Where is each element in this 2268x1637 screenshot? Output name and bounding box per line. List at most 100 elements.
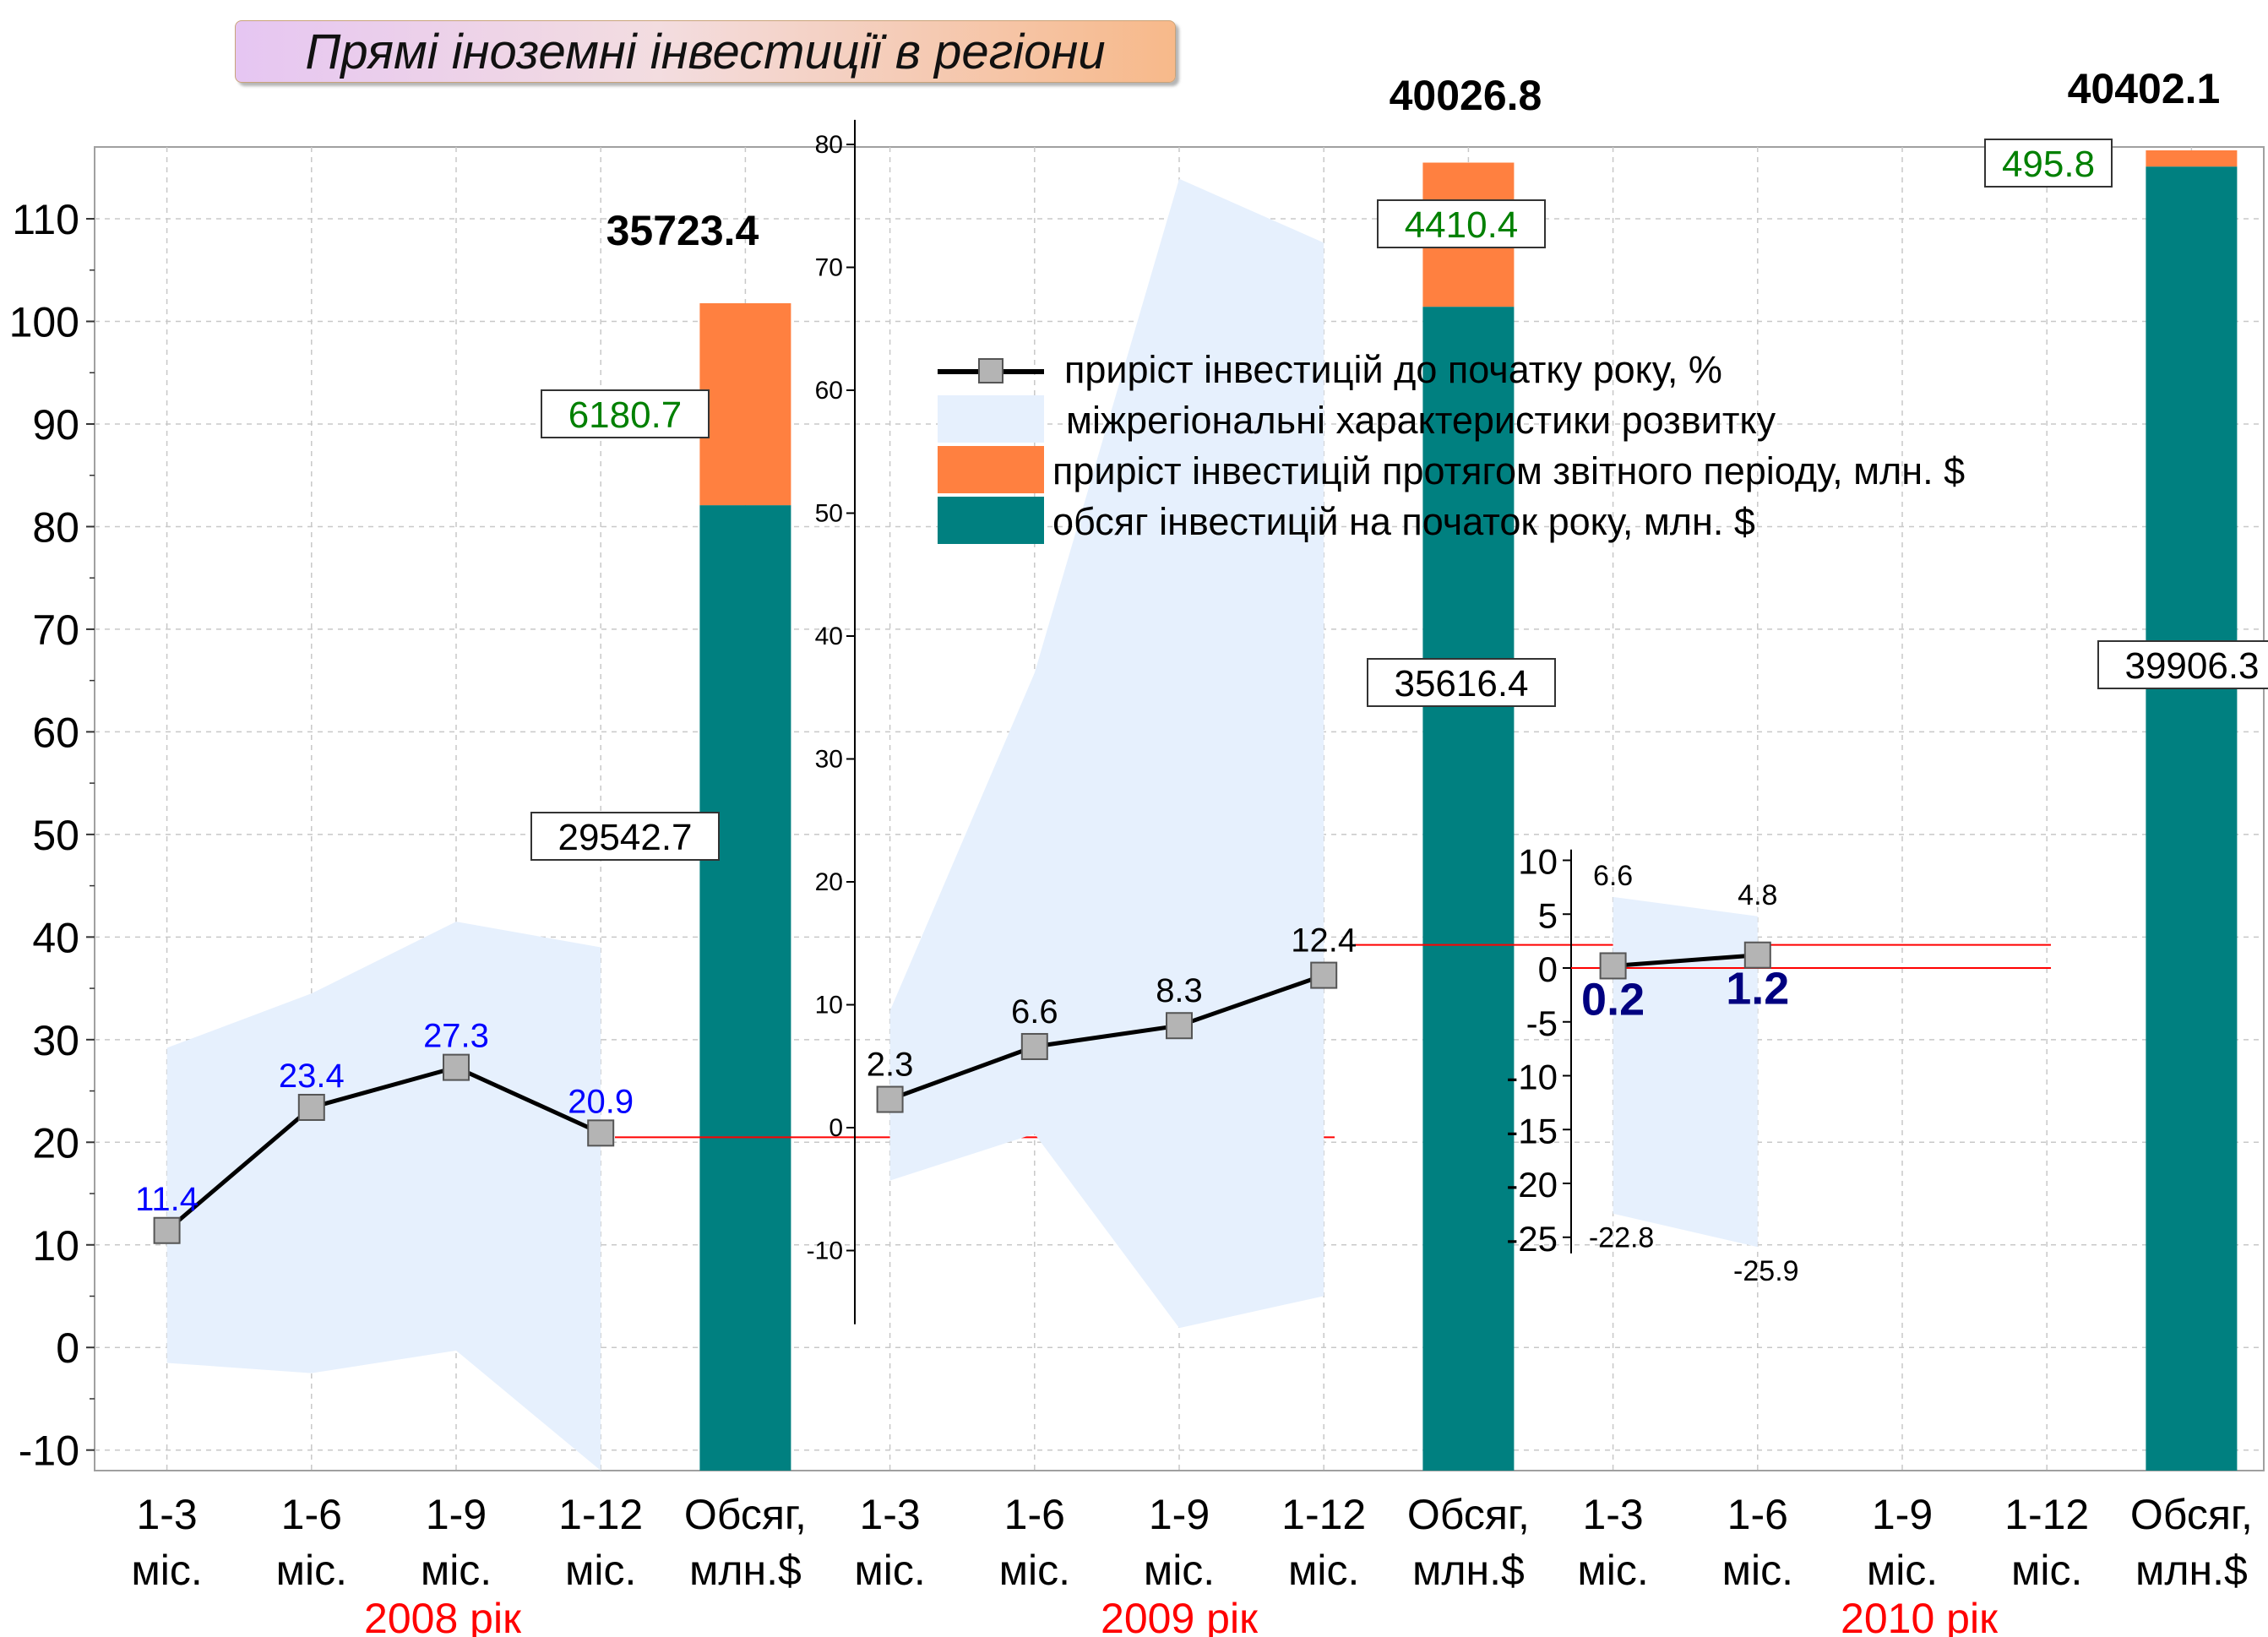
x-axis-category-label: 1-9 міс. [421,1491,492,1594]
bar-base-label-box [1367,658,1556,707]
x-axis-category-label-line: міс. [1144,1547,1215,1594]
x-axis-category-label-line: 1-6 [1727,1491,1788,1538]
x-axis-category-label-line: 1-9 [1872,1491,1933,1538]
bar-total-label: 40402.1 [2068,65,2221,112]
x-axis-category-label-line: міс. [1577,1547,1648,1594]
x-axis-category-label: 1-9 міс. [1867,1491,1938,1594]
inner-axis-tick-label-2009: 50 [815,500,843,528]
data-point-label: 6.6 [1011,993,1058,1031]
x-axis-category-label-line: 1-3 [136,1491,197,1538]
band-lower-label: -22.8 [1589,1222,1655,1254]
bar-increment-label: 6180.7 [568,394,683,436]
x-axis-category-label-line: 1-12 [2004,1491,2089,1538]
data-point-marker [443,1053,470,1081]
bar-increment-segment [2146,150,2238,167]
legend-line-label: приріст інвестицій до початку року, % [1064,348,1722,391]
data-point-label: 1.2 [1726,964,1789,1014]
growth-line [1613,953,1758,968]
data-point-marker [1310,961,1338,989]
bar-base-segment [699,505,791,1471]
bar-increment-label-box [1984,139,2113,188]
bar-increment-label: 495.8 [2002,144,2095,185]
bar-increment-segment [699,303,791,506]
inner-axis-tick-label-2010: -25 [1506,1219,1558,1259]
y-axis-tick-label: 0 [56,1324,79,1372]
x-axis-category-label: 1-12 міс. [558,1491,643,1594]
band-upper-label: 4.8 [1738,879,1777,911]
inner-axis-tick-label-2009: 20 [815,868,843,896]
x-axis-category-label-line: міс. [1867,1547,1938,1594]
range-band [166,922,601,1471]
x-axis-category-label-line: Обсяг, [684,1491,807,1538]
x-axis-category-label-line: млн.$ [2135,1547,2248,1594]
bar-base-segment [2146,166,2238,1471]
x-axis-category-label-line: млн.$ [1412,1547,1525,1594]
data-point-label: 27.3 [423,1018,489,1055]
x-axis-category-label-line: міс. [1288,1547,1359,1594]
range-band [1613,896,1758,1248]
x-axis-category-label: 1-3 міс. [854,1491,925,1594]
x-axis-category-label-line: 1-3 [859,1491,920,1538]
bar-total-label: 40026.8 [1390,72,1542,119]
data-point-label: 12.4 [1291,922,1357,960]
growth-line [889,973,1325,1101]
y-axis-tick-label: 70 [32,606,79,654]
growth-line [165,1064,602,1232]
x-axis-category-label-line: 1-6 [1004,1491,1065,1538]
data-point-marker [1743,941,1771,969]
year-label: 2008 рік [364,1595,522,1637]
x-axis-category-label-line: млн.$ [689,1547,802,1594]
band-lower-label: -25.9 [1733,1255,1799,1287]
x-axis-category-label: Обсяг, млн.$ [684,1491,807,1594]
inner-axis-tick-label-2010: 0 [1538,949,1558,989]
legend-increment-symbol [938,446,1044,493]
inner-axis-tick-label-2009: 30 [815,746,843,774]
x-axis-category-label-line: Обсяг, [2130,1491,2253,1538]
inner-axis-tick-label-2009: 80 [815,131,843,159]
y-axis-tick-label: 50 [32,812,79,859]
y-axis-tick-label: 100 [9,299,79,346]
legend-increment-label: приріст інвестицій протягом звітного пер… [1052,449,1966,492]
legend-base-label: обсяг інвестицій на початок року, млн. $ [1052,500,1755,543]
inner-axis-tick-label-2009: -10 [807,1237,843,1265]
bar-base-label-box [2097,640,2268,689]
x-axis-category-label-line: міс. [131,1547,202,1594]
x-axis-category-label: 1-6 міс. [1722,1491,1793,1594]
inner-axis-tick-label-2009: 0 [829,1114,843,1142]
inner-axis-tick-label-2010: -5 [1526,1003,1558,1043]
legend-line-symbol [938,358,1044,383]
year-label: 2009 рік [1101,1595,1259,1637]
y-axis-tick-label: 10 [32,1222,79,1270]
x-axis-category-label-line: міс. [1722,1547,1793,1594]
data-point-label: 20.9 [568,1083,634,1120]
x-axis-category-label: 1-3 міс. [1577,1491,1648,1594]
x-axis-category-label-line: міс. [854,1547,925,1594]
x-axis-category-label: 1-12 міс. [1281,1491,1366,1594]
y-axis-tick-label: 80 [32,503,79,551]
x-axis-category-label-line: міс. [2011,1547,2082,1594]
inner-axis-tick-label-2010: -20 [1506,1165,1558,1205]
x-axis-category-label: Обсяг, млн.$ [2130,1491,2253,1594]
x-axis-category-label-line: 1-12 [558,1491,643,1538]
data-point-marker [876,1085,904,1113]
data-point-label: 0.2 [1581,974,1645,1025]
inner-axis-tick-label-2010: -10 [1506,1058,1558,1097]
data-point-marker [153,1216,181,1244]
data-point-marker [1599,952,1627,980]
x-axis-category-label: 1-3 міс. [131,1491,202,1594]
inner-axis-tick-label-2010: -15 [1506,1111,1558,1150]
data-point-label: 23.4 [279,1058,345,1095]
chart-title-box: Прямі іноземні інвестиції в регіони [235,20,1176,83]
x-axis-category-label-line: Обсяг, [1407,1491,1530,1538]
data-point-label: 8.3 [1156,972,1203,1009]
bar-total-label: 35723.4 [606,207,759,254]
x-axis-category-label: 1-9 міс. [1144,1491,1215,1594]
data-point-marker [297,1093,325,1121]
y-axis-tick-label: 40 [32,914,79,961]
x-axis-category-label-line: 1-12 [1281,1491,1366,1538]
inner-axis-tick-label-2009: 70 [815,254,843,282]
y-axis-tick-label: 110 [12,196,79,243]
x-axis-category-label-line: міс. [276,1547,347,1594]
x-axis-category-label-line: 1-6 [281,1491,342,1538]
x-axis-category-label-line: 1-3 [1582,1491,1643,1538]
